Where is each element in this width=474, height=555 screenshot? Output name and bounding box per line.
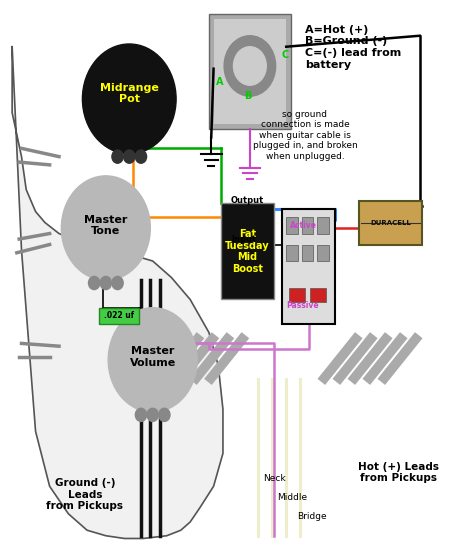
Bar — [310, 289, 326, 302]
Text: Fat
Tuesday
Mid
Boost: Fat Tuesday Mid Boost — [225, 229, 270, 274]
Bar — [317, 217, 329, 234]
Circle shape — [124, 150, 135, 163]
Circle shape — [224, 36, 276, 96]
Bar — [301, 217, 313, 234]
Text: Output: Output — [231, 196, 264, 205]
Text: Midrange
Pot: Midrange Pot — [100, 83, 159, 104]
Bar — [99, 307, 138, 324]
Text: Middle: Middle — [277, 493, 307, 502]
Circle shape — [159, 408, 170, 421]
Circle shape — [100, 276, 111, 290]
Bar — [282, 209, 336, 324]
Bar — [286, 217, 298, 234]
Bar — [286, 245, 298, 261]
Text: DURACELL: DURACELL — [370, 220, 411, 225]
Bar — [359, 200, 422, 245]
Bar — [317, 245, 329, 261]
Text: Master
Tone: Master Tone — [84, 214, 128, 236]
Circle shape — [112, 150, 123, 163]
Bar — [214, 19, 286, 124]
Text: Bridge: Bridge — [297, 512, 327, 521]
Circle shape — [82, 44, 176, 154]
Text: Input: Input — [231, 235, 256, 244]
Text: B: B — [244, 91, 251, 101]
Text: Passive: Passive — [286, 301, 319, 310]
Circle shape — [234, 47, 266, 85]
Polygon shape — [12, 47, 223, 538]
Text: Hot (+) Leads
from Pickups: Hot (+) Leads from Pickups — [358, 462, 439, 483]
Circle shape — [136, 408, 146, 421]
Circle shape — [112, 276, 123, 290]
Circle shape — [147, 408, 158, 421]
Circle shape — [61, 176, 150, 280]
Text: Active: Active — [290, 221, 317, 230]
Text: Ground (-)
Leads
from Pickups: Ground (-) Leads from Pickups — [46, 478, 123, 511]
Text: so ground
connection is made
when guitar cable is
plugged in, and broken
when un: so ground connection is made when guitar… — [253, 110, 357, 160]
Bar — [209, 14, 291, 129]
Circle shape — [108, 307, 197, 412]
Circle shape — [136, 150, 146, 163]
Text: Neck: Neck — [263, 473, 285, 482]
Bar — [220, 203, 274, 300]
Text: .022 uf: .022 uf — [104, 311, 134, 320]
Text: Master
Volume: Master Volume — [129, 346, 176, 368]
Text: A: A — [216, 77, 223, 87]
Bar — [289, 289, 305, 302]
Circle shape — [89, 276, 100, 290]
Text: A=Hot (+)
B=Ground (-)
C=(-) lead from
battery: A=Hot (+) B=Ground (-) C=(-) lead from b… — [305, 25, 401, 69]
Bar — [301, 245, 313, 261]
Text: C: C — [282, 50, 289, 60]
